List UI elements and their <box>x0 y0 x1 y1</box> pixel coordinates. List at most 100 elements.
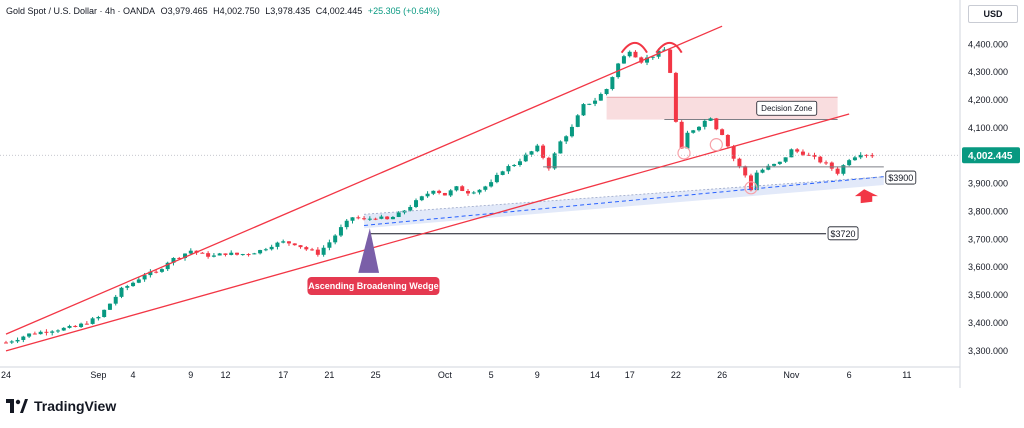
time-tick-label: Sep <box>90 370 106 380</box>
time-tick-label: 26 <box>717 370 727 380</box>
candle-body <box>512 165 517 167</box>
candle-body <box>235 252 239 255</box>
candle-body <box>229 252 234 255</box>
time-tick-label: 11 <box>902 370 911 380</box>
candle-body <box>211 255 216 257</box>
tradingview-logo[interactable]: TradingView <box>6 398 116 414</box>
candle-body <box>645 57 650 63</box>
candle-body <box>523 154 528 162</box>
candle-body <box>754 172 759 191</box>
level-3900-box <box>885 170 917 185</box>
candle-body <box>96 317 101 319</box>
candle-body <box>743 166 748 176</box>
level-3900-label: $3900 <box>888 173 913 183</box>
candle-body <box>546 157 551 169</box>
last-price-label: 4,002.445 <box>968 151 1013 162</box>
candle-body <box>310 249 315 251</box>
candle-body <box>714 118 719 130</box>
candle-body <box>864 154 869 156</box>
candle-body <box>506 166 511 172</box>
candle-body <box>552 153 557 169</box>
candle-body <box>517 161 522 166</box>
candle-body <box>593 100 598 104</box>
ohlc-close: C4,002.445 <box>315 6 363 16</box>
candle-body <box>783 157 788 162</box>
candle-body <box>113 296 118 304</box>
candle-body <box>188 250 193 254</box>
candle-body <box>171 257 176 263</box>
time-tick-label: 6 <box>847 370 852 380</box>
candle-body <box>558 141 563 154</box>
candle-body <box>333 235 338 243</box>
candle-body <box>414 200 419 207</box>
time-tick-label: 9 <box>535 370 540 380</box>
time-tick-label: 17 <box>278 370 288 380</box>
grid <box>0 0 961 388</box>
candle-body <box>748 175 753 191</box>
candle-body <box>165 262 170 270</box>
candle-body <box>870 155 875 157</box>
candle-body <box>385 216 390 220</box>
candle-body <box>772 163 777 166</box>
last-price-tag <box>962 147 1020 164</box>
candle-body <box>829 162 834 169</box>
candle-body <box>639 57 644 63</box>
candle-body <box>315 249 320 255</box>
zones: Decision Zone <box>364 96 884 229</box>
candle-body <box>650 56 655 58</box>
candle-body <box>281 241 286 243</box>
candle-body <box>21 336 26 340</box>
drawings: $3720 $3900 Ascending Broadening Wedge <box>0 25 960 352</box>
level-3720-box <box>827 226 859 241</box>
candle-body <box>766 165 771 170</box>
candle-body <box>79 323 84 327</box>
candle-body <box>396 212 401 217</box>
ohlc-low: L3,978.435 <box>265 6 311 16</box>
candle-body <box>541 145 546 158</box>
candle-body <box>159 269 164 272</box>
price-change: +25.305 (+0.64%) <box>367 6 440 16</box>
price-tick-label: 3,400.000 <box>968 318 1008 328</box>
candle-body <box>125 286 130 288</box>
candle-body <box>627 51 632 57</box>
candle-body <box>356 217 361 219</box>
up-arrow-icon <box>854 189 879 204</box>
time-tick-label: 12 <box>220 370 230 380</box>
candle-body <box>154 271 159 273</box>
price-tick-label: 4,400.000 <box>968 39 1008 49</box>
ohlc-open: O3,979.465 <box>160 6 208 16</box>
ohlc-high: H4,002.750 <box>213 6 260 16</box>
candle-body <box>362 218 367 220</box>
candle-body <box>841 165 846 174</box>
candle-body <box>835 168 840 174</box>
candle-body <box>471 192 476 194</box>
candle-body <box>292 243 297 246</box>
time-axis: 24 Sep 4 9 12 17 21 25 Oct 5 9 14 17 22 26 Nov 6 11 <box>1 370 912 380</box>
candle-body <box>702 120 707 127</box>
price-axis: 3,300.000 3,400.000 3,500.000 3,600.000 3,70… <box>962 39 1020 356</box>
candle-body <box>847 160 852 166</box>
candle-body <box>142 275 147 280</box>
candle-body <box>679 121 684 149</box>
candle-body <box>731 146 736 159</box>
candle-body <box>454 186 459 191</box>
currency-selector[interactable]: USD <box>968 5 1018 23</box>
candle-body <box>425 193 430 197</box>
pattern-label-box <box>307 277 440 295</box>
candle-body <box>858 154 863 158</box>
candle-body <box>263 249 268 251</box>
candle-body <box>223 253 228 255</box>
candle-body <box>795 149 800 152</box>
candle-body <box>697 126 701 131</box>
price-tick-label: 3,900.000 <box>968 179 1008 189</box>
wedge-lower-line <box>5 113 850 352</box>
candle-body <box>338 227 343 236</box>
candle-body <box>73 325 78 327</box>
time-tick-label: 4 <box>131 370 136 380</box>
symbol-name[interactable]: Gold Spot / U.S. Dollar · 4h · OANDA <box>6 6 156 16</box>
candle-body <box>61 327 66 331</box>
candle-body <box>90 318 95 324</box>
time-tick-label: 25 <box>371 370 381 380</box>
candle-body <box>84 323 89 325</box>
